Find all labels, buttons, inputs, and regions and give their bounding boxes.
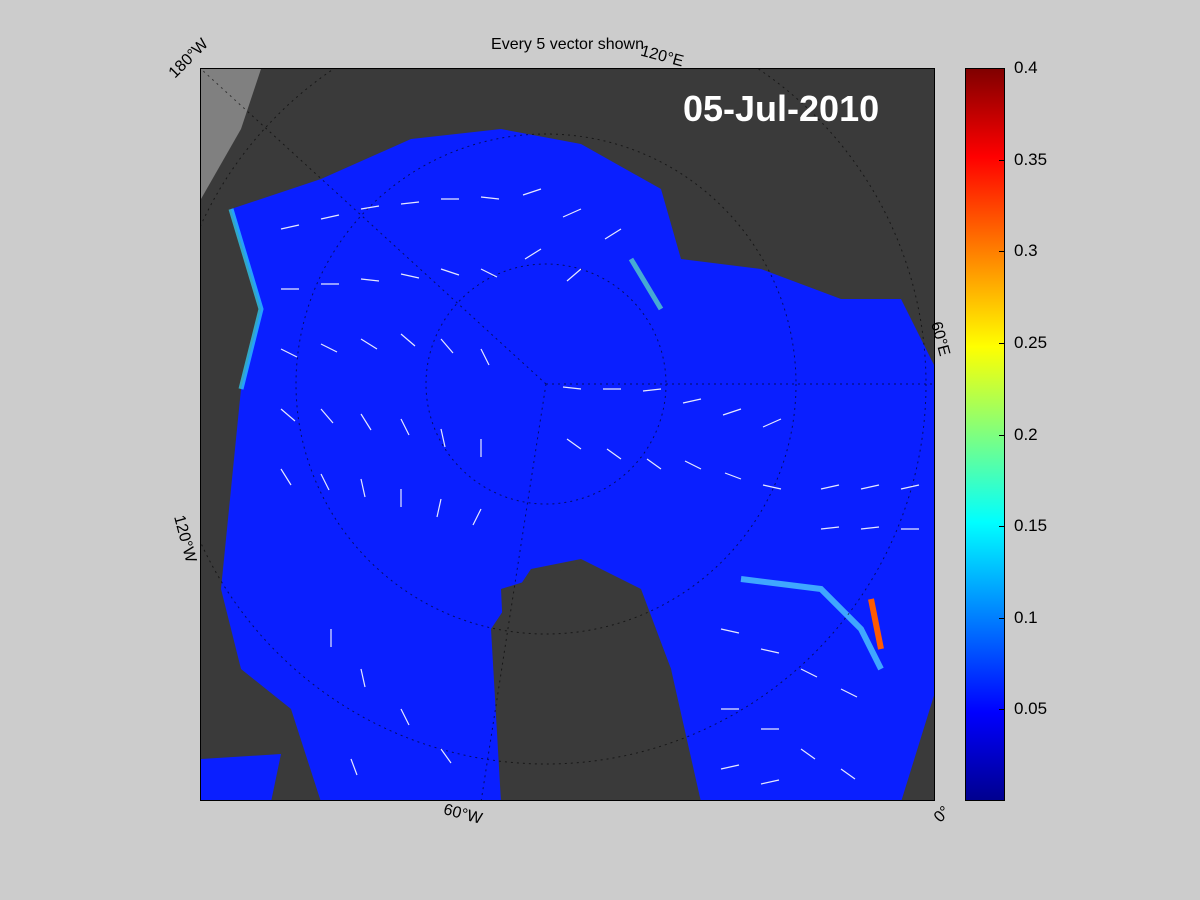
colorbar-tick-label: 0.35 (1014, 149, 1048, 169)
lon-label-0: 0° (930, 803, 954, 827)
ocean-region (221, 129, 934, 800)
arctic-ice-drift-map (200, 68, 935, 801)
lon-label-60w: 60°W (441, 801, 484, 828)
ocean-inlet (201, 754, 281, 800)
colorbar-tick-mark (999, 159, 1005, 161)
colorbar-tick-mark (999, 617, 1005, 619)
date-label: 05-Jul-2010 (683, 88, 880, 129)
colorbar-tick-mark (999, 709, 1005, 711)
colorbar-tick-mark (999, 434, 1005, 436)
greenland-landmass (501, 564, 691, 800)
colorbar-tick-mark (999, 251, 1005, 253)
hotspot (868, 598, 884, 650)
colorbar-tick-label: 0.05 (1014, 699, 1048, 719)
colorbar-tick-label: 0.15 (1014, 516, 1048, 536)
graticule (201, 69, 934, 800)
colorbar (965, 68, 1005, 801)
figure-title: Every 5 vector shown (491, 36, 644, 53)
colorbar-tick-label: 0.3 (1014, 241, 1038, 261)
grey-landmass (201, 69, 261, 199)
colorbar-tick-label: 0.2 (1014, 424, 1038, 444)
high-speed-streak (228, 208, 264, 390)
colorbar-tick-label: 0.4 (1014, 58, 1038, 77)
colorbar-tick-label: 0.25 (1014, 332, 1048, 352)
map-canvas (201, 69, 934, 800)
lon-label-120w: 120°W (170, 513, 200, 565)
colorbar-tick-mark (999, 68, 1005, 69)
high-speed-streak (628, 257, 664, 311)
colorbar-tick-label: 0.1 (1014, 607, 1038, 627)
high-speed-streak (740, 576, 884, 671)
colorbar-tick-mark (999, 342, 1005, 344)
colorbar-tick-mark (999, 526, 1005, 528)
drift-vectors (280, 188, 920, 785)
